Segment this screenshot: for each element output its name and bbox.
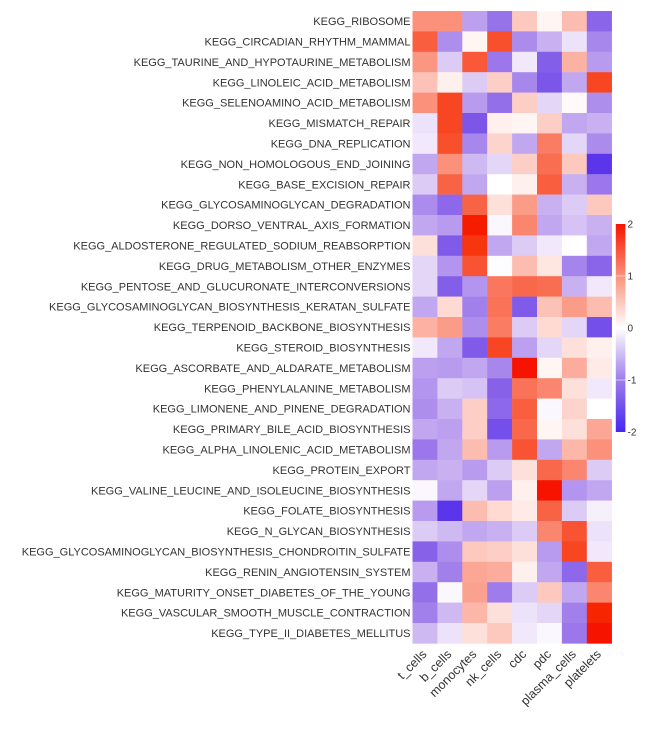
svg-text:KEGG_LINOLEIC_ACID_METABOLISM: KEGG_LINOLEIC_ACID_METABOLISM — [213, 77, 411, 89]
svg-text:KEGG_RIBOSOME: KEGG_RIBOSOME — [313, 16, 410, 28]
svg-text:-1: -1 — [628, 376, 637, 387]
svg-text:cdc: cdc — [506, 647, 530, 671]
svg-text:KEGG_TAURINE_AND_HYPOTAURINE_M: KEGG_TAURINE_AND_HYPOTAURINE_METABOLISM — [134, 57, 411, 69]
svg-text:KEGG_BASE_EXCISION_REPAIR: KEGG_BASE_EXCISION_REPAIR — [238, 179, 410, 191]
svg-text:KEGG_TYPE_II_DIABETES_MELLITUS: KEGG_TYPE_II_DIABETES_MELLITUS — [211, 628, 410, 640]
svg-text:1: 1 — [628, 272, 634, 283]
svg-text:KEGG_GLYCOSAMINOGLYCAN_BIOSYNT: KEGG_GLYCOSAMINOGLYCAN_BIOSYNTHESIS_KERA… — [49, 302, 410, 314]
svg-text:KEGG_DRUG_METABOLISM_OTHER_ENZ: KEGG_DRUG_METABOLISM_OTHER_ENZYMES — [159, 261, 411, 273]
svg-text:KEGG_VALINE_LEUCINE_AND_ISOLEU: KEGG_VALINE_LEUCINE_AND_ISOLEUCINE_BIOSY… — [91, 485, 411, 497]
svg-text:KEGG_DNA_REPLICATION: KEGG_DNA_REPLICATION — [271, 139, 411, 151]
svg-text:KEGG_GLYCOSAMINOGLYCAN_DEGRADA: KEGG_GLYCOSAMINOGLYCAN_DEGRADATION — [161, 200, 410, 212]
svg-text:KEGG_RENIN_ANGIOTENSIN_SYSTEM: KEGG_RENIN_ANGIOTENSIN_SYSTEM — [205, 567, 410, 579]
svg-text:KEGG_TERPENOID_BACKBONE_BIOSYN: KEGG_TERPENOID_BACKBONE_BIOSYNTHESIS — [154, 322, 411, 334]
svg-text:KEGG_LIMONENE_AND_PINENE_DEGRA: KEGG_LIMONENE_AND_PINENE_DEGRADATION — [153, 404, 411, 416]
svg-text:KEGG_DORSO_VENTRAL_AXIS_FORMAT: KEGG_DORSO_VENTRAL_AXIS_FORMATION — [173, 220, 411, 232]
svg-text:KEGG_PRIMARY_BILE_ACID_BIOSYNT: KEGG_PRIMARY_BILE_ACID_BIOSYNTHESIS — [173, 424, 411, 436]
svg-text:-2: -2 — [628, 428, 637, 439]
svg-text:2: 2 — [628, 220, 634, 231]
svg-text:KEGG_STEROID_BIOSYNTHESIS: KEGG_STEROID_BIOSYNTHESIS — [236, 343, 410, 355]
svg-text:KEGG_ALDOSTERONE_REGULATED_SOD: KEGG_ALDOSTERONE_REGULATED_SODIUM_REABSO… — [73, 241, 410, 253]
svg-text:KEGG_PROTEIN_EXPORT: KEGG_PROTEIN_EXPORT — [273, 465, 411, 477]
svg-text:KEGG_VASCULAR_SMOOTH_MUSCLE_CO: KEGG_VASCULAR_SMOOTH_MUSCLE_CONTRACTION — [121, 608, 411, 620]
svg-text:KEGG_NON_HOMOLOGOUS_END_JOININ: KEGG_NON_HOMOLOGOUS_END_JOINING — [181, 159, 411, 171]
svg-text:KEGG_ALPHA_LINOLENIC_ACID_META: KEGG_ALPHA_LINOLENIC_ACID_METABOLISM — [163, 445, 411, 457]
svg-text:KEGG_CIRCADIAN_RHYTHM_MAMMAL: KEGG_CIRCADIAN_RHYTHM_MAMMAL — [205, 37, 411, 49]
svg-text:KEGG_MISMATCH_REPAIR: KEGG_MISMATCH_REPAIR — [268, 118, 410, 130]
svg-text:KEGG_N_GLYCAN_BIOSYNTHESIS: KEGG_N_GLYCAN_BIOSYNTHESIS — [227, 526, 411, 538]
svg-text:KEGG_MATURITY_ONSET_DIABETES_O: KEGG_MATURITY_ONSET_DIABETES_OF_THE_YOUN… — [117, 587, 411, 599]
svg-text:0: 0 — [628, 324, 634, 335]
svg-text:KEGG_ASCORBATE_AND_ALDARATE_ME: KEGG_ASCORBATE_AND_ALDARATE_METABOLISM — [135, 363, 410, 375]
svg-text:KEGG_PHENYLALANINE_METABOLISM: KEGG_PHENYLALANINE_METABOLISM — [204, 383, 410, 395]
svg-text:KEGG_PENTOSE_AND_GLUCURONATE_I: KEGG_PENTOSE_AND_GLUCURONATE_INTERCONVER… — [81, 281, 411, 293]
svg-text:KEGG_SELENOAMINO_ACID_METABOLI: KEGG_SELENOAMINO_ACID_METABOLISM — [182, 98, 410, 110]
svg-text:KEGG_GLYCOSAMINOGLYCAN_BIOSYNT: KEGG_GLYCOSAMINOGLYCAN_BIOSYNTHESIS_CHON… — [22, 547, 411, 559]
svg-text:KEGG_FOLATE_BIOSYNTHESIS: KEGG_FOLATE_BIOSYNTHESIS — [243, 506, 410, 518]
